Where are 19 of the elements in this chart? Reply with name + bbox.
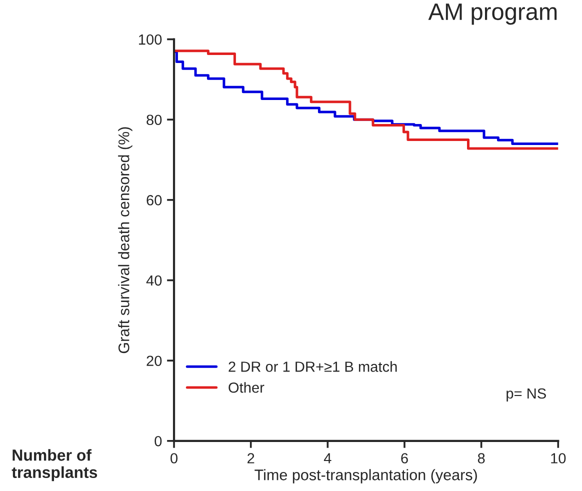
y-tick-label: 100 [138,34,162,45]
annotation: p= NS [506,388,546,402]
x-tick-label: 8 [478,453,485,464]
text: Number of transplants [12,449,98,482]
x-tick-label: 4 [324,453,332,464]
x-tick-label: 6 [401,453,408,464]
y-tick-label: 60 [146,195,162,206]
y-tick-label: 0 [154,436,162,446]
y-tick-label: 20 [146,356,162,366]
legend-label: 2 DR or 1 DR+≥1 B match [228,361,397,372]
y-tick-label: 80 [146,114,162,126]
legend-label: Other [228,382,264,393]
x-tick-label: 0 [170,453,178,464]
y-axis-title: Graft survival death censored (%) [118,127,132,354]
y-tick-label: 40 [146,275,162,286]
chart-title: AM program [428,4,557,25]
x-tick-label: 2 [248,453,254,464]
x-tick-label: 10 [551,453,566,464]
x-axis-title: Time post-transplantation (years) [254,469,477,484]
